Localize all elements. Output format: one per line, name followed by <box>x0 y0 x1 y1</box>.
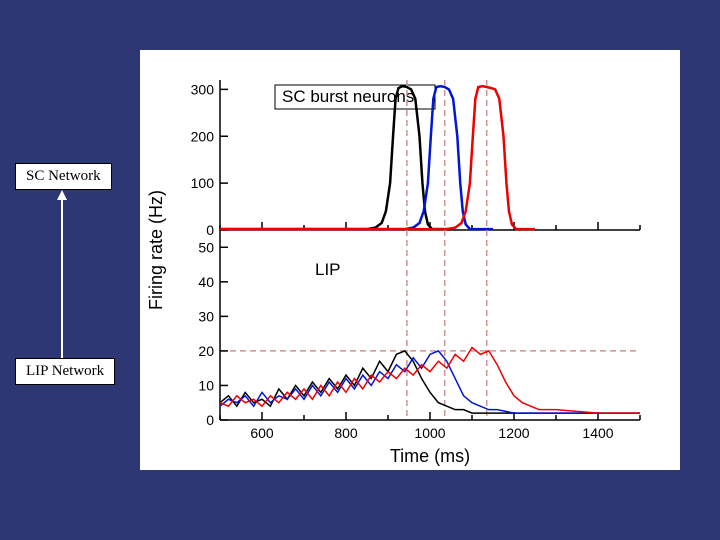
chart-container: 0100200300SC burst neurons01020304050600… <box>140 50 680 470</box>
svg-text:200: 200 <box>191 128 215 144</box>
sc-network-text: SC Network <box>26 168 101 184</box>
svg-text:0: 0 <box>206 222 214 238</box>
svg-text:0: 0 <box>206 412 214 428</box>
svg-text:800: 800 <box>334 425 358 441</box>
svg-text:100: 100 <box>191 175 215 191</box>
svg-text:40: 40 <box>198 274 214 290</box>
svg-text:1000: 1000 <box>414 425 445 441</box>
arrow-shaft <box>61 200 63 358</box>
svg-text:LIP: LIP <box>315 260 341 279</box>
lip-network-text: LIP Network <box>26 363 104 379</box>
svg-text:300: 300 <box>191 81 215 97</box>
svg-text:Time (ms): Time (ms) <box>390 446 470 466</box>
svg-text:1400: 1400 <box>582 425 613 441</box>
svg-text:50: 50 <box>198 239 214 255</box>
svg-text:10: 10 <box>198 377 214 393</box>
sc-network-label: SC Network <box>15 163 112 190</box>
svg-text:600: 600 <box>250 425 274 441</box>
svg-text:30: 30 <box>198 308 214 324</box>
svg-text:Firing rate (Hz): Firing rate (Hz) <box>146 190 166 310</box>
svg-text:1200: 1200 <box>498 425 529 441</box>
svg-text:20: 20 <box>198 343 214 359</box>
arrow-up-icon <box>57 190 67 200</box>
lip-network-label: LIP Network <box>15 358 115 385</box>
chart-svg: 0100200300SC burst neurons01020304050600… <box>140 50 680 470</box>
